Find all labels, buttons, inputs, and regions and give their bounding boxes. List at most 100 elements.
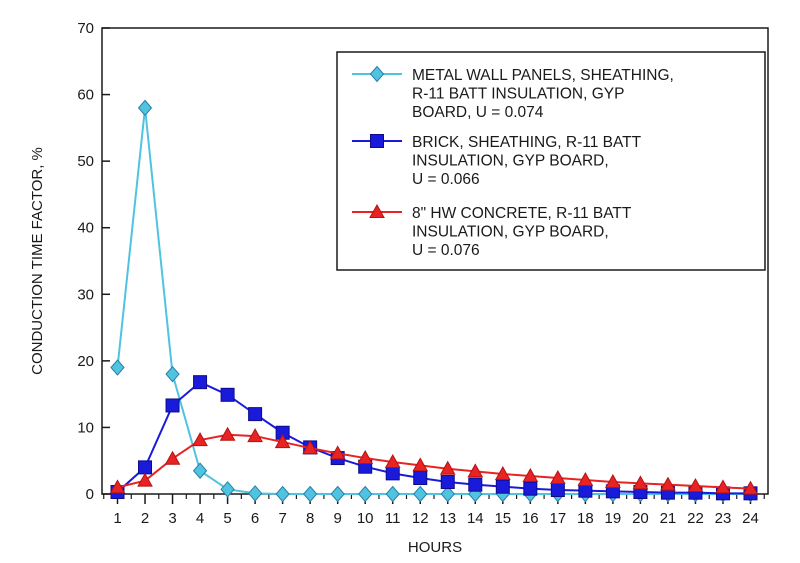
data-point-triangle	[742, 480, 759, 495]
legend-label-line: BRICK, SHEATHING, R-11 BATT	[412, 134, 642, 151]
data-point-diamond	[192, 462, 208, 479]
data-point-diamond	[110, 359, 125, 376]
data-point-diamond	[165, 365, 180, 383]
data-point-triangle	[687, 477, 704, 493]
data-point-diamond	[413, 485, 428, 503]
data-point-diamond	[302, 485, 318, 503]
y-tick-label: 30	[77, 286, 94, 303]
data-point-triangle	[549, 469, 566, 485]
series-layer	[109, 99, 759, 503]
y-tick-label: 60	[77, 87, 94, 104]
legend-marker-diamond	[369, 65, 385, 83]
series-triangle	[109, 426, 759, 495]
y-axis-title: CONDUCTION TIME FACTOR, %	[29, 147, 46, 375]
x-tick-label: 12	[412, 510, 429, 527]
data-point-triangle	[412, 457, 429, 472]
data-point-triangle	[522, 468, 539, 483]
legend-label-line: R-11 BATT INSULATION, GYP	[412, 86, 624, 103]
x-tick-label: 11	[385, 510, 401, 527]
legend-marker-triangle	[369, 203, 385, 218]
x-axis-title: HOURS	[408, 539, 462, 556]
data-point-triangle	[467, 463, 484, 478]
data-point-triangle	[329, 445, 346, 460]
data-point-square	[495, 479, 510, 494]
y-tick-label: 10	[77, 419, 94, 436]
data-point-triangle	[715, 479, 731, 494]
x-tick-label: 9	[334, 510, 342, 527]
data-point-square	[440, 475, 455, 490]
data-point-triangle	[660, 476, 676, 491]
data-point-triangle	[192, 432, 208, 447]
legend-label-line: U = 0.076	[412, 242, 480, 259]
data-point-square	[468, 477, 483, 492]
data-point-square	[165, 398, 180, 413]
data-point-diamond	[137, 99, 153, 117]
data-point-triangle	[302, 440, 319, 455]
data-point-diamond	[385, 485, 400, 503]
legend: METAL WALL PANELS, SHEATHING, R-11 BATT I…	[336, 51, 766, 271]
y-tick-label: 70	[77, 20, 94, 37]
x-tick-label: 3	[168, 510, 176, 527]
data-point-square	[220, 387, 235, 402]
x-tick-label: 2	[141, 510, 149, 527]
legend-label-line: INSULATION, GYP BOARD,	[412, 224, 609, 241]
data-point-square	[248, 407, 263, 422]
data-point-triangle	[357, 450, 374, 465]
data-point-triangle	[274, 434, 291, 449]
legend-label-line: 8" HW CONCRETE, R-11 BATT	[412, 205, 632, 222]
data-point-square	[523, 481, 538, 496]
y-tick-label: 40	[77, 220, 94, 237]
data-point-triangle	[219, 426, 236, 441]
data-point-triangle	[137, 472, 153, 487]
x-tick-label: 17	[550, 510, 567, 527]
data-point-triangle	[494, 466, 511, 481]
legend-label-line: U = 0.066	[412, 171, 480, 188]
data-point-triangle	[109, 479, 126, 494]
x-tick-label: 24	[742, 510, 759, 527]
x-tick-label: 14	[467, 510, 484, 527]
x-tick-label: 4	[196, 510, 204, 527]
x-tick-label: 10	[357, 510, 374, 527]
data-point-diamond	[220, 481, 235, 498]
data-point-square	[193, 375, 208, 390]
y-tick-label: 20	[77, 353, 94, 370]
data-point-triangle	[605, 473, 621, 489]
x-tick-label: 16	[522, 510, 539, 527]
y-tick-label: 50	[77, 153, 94, 170]
y-tick-label: 0	[86, 486, 94, 503]
data-point-diamond	[275, 485, 290, 503]
data-point-triangle	[439, 460, 456, 475]
data-point-square	[385, 466, 400, 481]
legend-label-line: METAL WALL PANELS, SHEATHING,	[412, 67, 674, 84]
data-point-triangle	[632, 475, 649, 490]
data-point-square	[578, 483, 593, 498]
data-point-diamond	[330, 485, 345, 503]
data-point-diamond	[247, 485, 263, 502]
data-point-square	[550, 483, 565, 498]
x-tick-label: 13	[439, 510, 456, 527]
x-tick-label: 1	[113, 510, 121, 527]
x-tick-label: 19	[605, 510, 622, 527]
x-tick-label: 6	[251, 510, 259, 527]
x-tick-label: 5	[223, 510, 231, 527]
x-tick-label: 18	[577, 510, 594, 527]
x-tick-label: 8	[306, 510, 314, 527]
legend-entry: 8" HW CONCRETE, R-11 BATT INSULATION, GYP…	[352, 203, 632, 259]
data-point-square	[413, 471, 428, 486]
legend-label-line: BOARD, U = 0.074	[412, 104, 544, 121]
legend-marker-square	[370, 134, 384, 148]
legend-entry: BRICK, SHEATHING, R-11 BATT INSULATION, G…	[352, 134, 642, 188]
x-tick-label: 20	[632, 510, 649, 527]
x-tick-label: 15	[494, 510, 511, 527]
data-point-square	[138, 460, 153, 475]
x-tick-label: 21	[660, 510, 677, 527]
data-point-triangle	[247, 428, 263, 443]
data-point-triangle	[384, 454, 401, 469]
data-point-diamond	[440, 485, 455, 503]
data-point-triangle	[577, 471, 594, 487]
data-point-diamond	[358, 485, 373, 503]
legend-entry: METAL WALL PANELS, SHEATHING, R-11 BATT I…	[352, 65, 674, 121]
x-tick-label: 22	[687, 510, 704, 527]
